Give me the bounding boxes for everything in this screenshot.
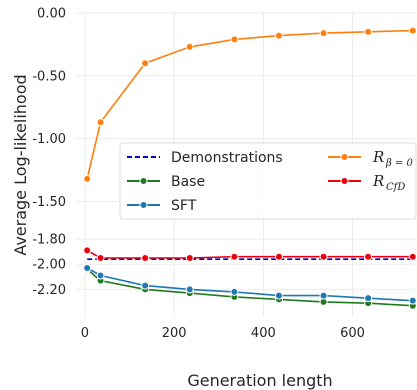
data-point-r-0 — [319, 29, 328, 38]
data-point-sft — [319, 291, 328, 300]
data-point-r-0 — [185, 42, 194, 51]
data-point-sft — [83, 264, 92, 273]
legend-item-base: Base — [127, 174, 205, 190]
legend-sub-r-cfd: CfD — [386, 182, 405, 193]
legend-marker-base — [139, 177, 148, 185]
y-tick-label: -2.00 — [32, 258, 66, 273]
data-point-r-0 — [83, 174, 92, 183]
y-ticks: 0.00 -0.50 -1.00 -1.50 -1.80 -2.00 -2.20 — [32, 7, 66, 298]
x-axis-label: Generation length — [187, 371, 332, 390]
legend-item-sft: SFT — [127, 198, 197, 214]
data-point-sft — [364, 294, 373, 303]
x-tick-label: 0 — [81, 326, 89, 341]
y-tick-label: -1.00 — [32, 132, 66, 147]
legend-item-demonstrations: Demonstrations — [127, 150, 283, 166]
legend-label-sft: SFT — [171, 198, 197, 214]
x-ticks: 0 200 400 600 — [81, 326, 365, 341]
legend-item-r-beta0: R β = 0 — [328, 148, 414, 169]
y-tick-label: -1.80 — [32, 233, 66, 248]
y-axis-label: Average Log-likelihood — [11, 74, 30, 255]
data-point-r-0 — [364, 27, 373, 36]
legend-marker-r-cfd — [340, 177, 349, 185]
series-r-0 — [83, 26, 417, 183]
data-point-r-cfd — [408, 252, 417, 261]
data-point-r-cfd — [230, 252, 239, 261]
legend-item-r-cfd: R CfD — [328, 172, 405, 193]
series-lines — [83, 26, 417, 310]
data-point-r-cfd — [319, 252, 328, 261]
data-point-sft — [230, 287, 239, 296]
data-point-r-cfd — [274, 252, 283, 261]
data-point-r-0 — [274, 31, 283, 40]
data-point-r-cfd — [141, 253, 150, 262]
data-point-sft — [274, 291, 283, 300]
legend-label-r-cfd: R — [372, 172, 384, 190]
data-point-r-0 — [408, 26, 417, 35]
data-point-r-cfd — [83, 246, 92, 255]
legend-box — [119, 142, 417, 220]
data-point-r-cfd — [185, 253, 194, 262]
legend-marker-r-beta0 — [340, 153, 349, 161]
series-r-cfd — [83, 246, 417, 262]
data-point-sft — [96, 271, 105, 280]
legend-marker-sft — [139, 201, 148, 209]
legend-label-demonstrations: Demonstrations — [171, 150, 283, 166]
series-sft — [83, 264, 417, 305]
y-tick-label: 0.00 — [37, 7, 66, 22]
data-point-r-cfd — [364, 252, 373, 261]
data-point-r-0 — [96, 118, 105, 127]
data-point-sft — [141, 281, 150, 290]
data-point-r-0 — [141, 59, 150, 68]
legend-label-r-beta0: R — [372, 148, 384, 166]
data-point-r-cfd — [96, 253, 105, 262]
legend-label-base: Base — [171, 174, 205, 190]
data-point-sft — [408, 296, 417, 305]
data-point-sft — [185, 285, 194, 294]
legend-sub-r-beta0: β = 0 — [385, 158, 414, 169]
legend: Demonstrations Base SFT R β = 0 R CfD — [119, 142, 417, 220]
y-tick-label: -2.20 — [32, 283, 66, 298]
y-tick-label: -1.50 — [32, 195, 66, 210]
x-tick-label: 400 — [251, 326, 276, 341]
x-tick-label: 600 — [340, 326, 365, 341]
y-tick-label: -0.50 — [32, 69, 66, 84]
x-tick-label: 200 — [162, 326, 187, 341]
data-point-r-0 — [230, 35, 239, 44]
